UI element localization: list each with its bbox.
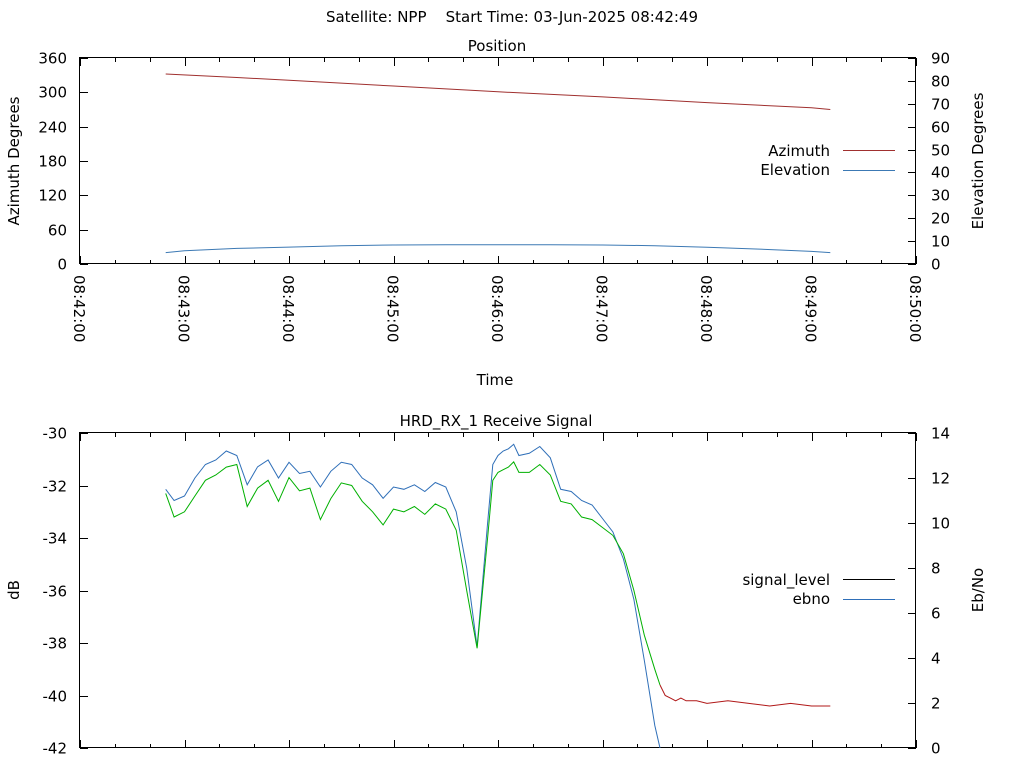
signal-plot-frame — [79, 432, 916, 748]
signal-legend: signal_level ebno — [742, 571, 895, 608]
elevation-axis-label: Elevation Degrees — [969, 92, 987, 229]
time-axis-label: Time — [476, 371, 514, 389]
position-y-tick-label: 300 — [38, 84, 67, 102]
ebno-axis-label: Eb/No — [969, 568, 987, 612]
position-x-tick-label: 08:47:00 — [593, 275, 611, 342]
position-y2-tick-label: 10 — [931, 233, 950, 251]
signal-chart-panel: HRD_RX_1 Receive Signal -42-40-38-36-34-… — [5, 412, 987, 758]
elevation-line — [165, 244, 831, 254]
position-chart-panel: Position 0 60 120 180 240 300 360 0 10 20 30 40 50 60… — [5, 37, 987, 389]
signal-y-tick-label: -30 — [43, 425, 68, 443]
signal-y2-tick-label: 2 — [931, 695, 941, 713]
position-y-tick-label: 240 — [38, 119, 67, 137]
position-y2-tick-label: 60 — [931, 119, 950, 137]
position-x-tick-label: 08:43:00 — [175, 275, 193, 342]
position-y-tick-label: 180 — [38, 153, 67, 171]
azimuth-line — [165, 73, 831, 110]
legend-elevation-label: Elevation — [760, 161, 830, 179]
signal-y2-tick-label: 0 — [931, 740, 941, 758]
signal-series-group — [165, 443, 831, 748]
position-plot-frame — [79, 57, 916, 264]
signal-y-tick-label: -38 — [43, 635, 68, 653]
signal-y-tick-label: -40 — [43, 688, 68, 706]
position-x-tick-label: 08:46:00 — [488, 275, 506, 342]
position-y-tick-label: 60 — [48, 222, 67, 240]
position-x-tick-label: 08:44:00 — [279, 275, 297, 342]
signal-level-line — [165, 461, 661, 686]
legend-signal-level-label: signal_level — [742, 571, 830, 590]
position-x-tick-label: 08:48:00 — [697, 275, 715, 342]
ebno-line — [165, 443, 661, 748]
position-y2-tick-label: 40 — [931, 164, 950, 182]
position-y2-tick-label: 80 — [931, 73, 950, 91]
azimuth-axis-label: Azimuth Degrees — [5, 96, 23, 225]
position-y2-tick-label: 90 — [931, 50, 950, 68]
legend-ebno-label: ebno — [793, 590, 830, 608]
position-legend: Azimuth Elevation — [760, 142, 895, 179]
signal-level-low-line — [659, 684, 831, 707]
position-y-tick-label: 360 — [38, 50, 67, 68]
position-y-tick-label: 120 — [38, 187, 67, 205]
position-tick-group: 0 60 120 180 240 300 360 0 10 20 30 40 50 60 70 80 90 08:… — [38, 50, 950, 343]
signal-y2-tick-label: 10 — [931, 515, 950, 533]
legend-azimuth-label: Azimuth — [768, 142, 830, 160]
db-axis-label: dB — [5, 580, 23, 600]
position-y2-tick-label: 20 — [931, 210, 950, 228]
position-x-tick-label: 08:50:00 — [906, 275, 924, 342]
position-x-tick-label: 08:42:00 — [70, 275, 88, 342]
page-title: Satellite: NPP Start Time: 03-Jun-2025 0… — [326, 8, 698, 26]
signal-y-tick-label: -34 — [43, 530, 68, 548]
signal-y2-tick-label: 12 — [931, 470, 950, 488]
signal-y2-tick-label: 6 — [931, 605, 941, 623]
signal-y2-tick-label: 4 — [931, 650, 941, 668]
position-chart-title: Position — [468, 37, 526, 55]
signal-y-tick-label: -36 — [43, 583, 68, 601]
position-x-tick-label: 08:49:00 — [802, 275, 820, 342]
position-y2-tick-label: 70 — [931, 96, 950, 114]
signal-tick-group: -42 -40 -38 -36 -34 -32 -30 0 2 4 6 8 10 12 14 — [43, 425, 951, 758]
position-y2-tick-label: 30 — [931, 187, 950, 205]
signal-chart-title: HRD_RX_1 Receive Signal — [400, 412, 593, 431]
position-y2-tick-label: 0 — [931, 256, 941, 274]
position-y-tick-label: 0 — [57, 256, 67, 274]
position-y2-tick-label: 50 — [931, 142, 950, 160]
signal-y-tick-label: -32 — [43, 478, 68, 496]
signal-y2-tick-label: 8 — [931, 560, 941, 578]
position-series-group — [165, 73, 831, 254]
signal-y2-tick-label: 14 — [931, 425, 950, 443]
signal-y-tick-label: -42 — [43, 740, 68, 758]
position-x-tick-label: 08:45:00 — [384, 275, 402, 342]
